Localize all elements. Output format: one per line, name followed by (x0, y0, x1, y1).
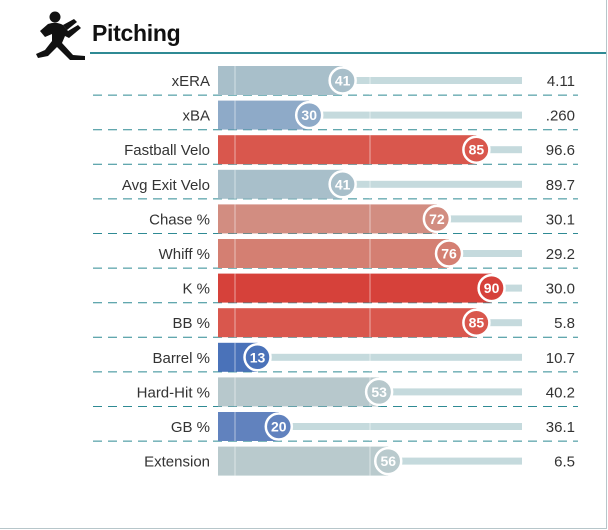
category-label: Fastball Velo (124, 142, 210, 159)
percentile-marker (294, 100, 324, 130)
stat-value: 5.8 (554, 315, 575, 332)
percentile-marker (364, 377, 394, 407)
percentile-bar (218, 239, 450, 268)
percentile-bar (218, 308, 477, 338)
category-label: xBA (182, 108, 210, 125)
percentile-marker (328, 66, 357, 95)
percentile-value: 85 (469, 142, 485, 158)
category-label: Barrel % (152, 350, 210, 367)
percentile-value: 76 (441, 246, 457, 262)
track-bar (218, 423, 522, 430)
percentile-marker (462, 135, 491, 164)
track-bar (218, 111, 522, 119)
percentile-marker (462, 308, 491, 337)
percentile-bar (218, 204, 437, 234)
stat-value: 30.1 (546, 211, 575, 228)
percentile-bar (218, 66, 343, 95)
header-rule (90, 52, 606, 54)
percentile-value: 41 (335, 73, 351, 89)
percentile-value: 53 (371, 384, 387, 400)
percentile-bar (218, 273, 492, 303)
percentile-value: 72 (429, 211, 445, 227)
category-label: xERA (172, 73, 210, 90)
percentile-marker (328, 170, 357, 199)
percentile-value: 56 (380, 453, 396, 469)
percentile-value: 90 (484, 280, 500, 296)
percentile-marker (264, 412, 294, 441)
track-bar (218, 353, 522, 361)
percentile-marker (422, 204, 452, 234)
percentile-value: 13 (250, 349, 266, 365)
category-label: Chase % (149, 211, 210, 228)
percentile-value: 20 (271, 419, 287, 435)
percentile-value: 30 (301, 107, 317, 123)
track-bar (218, 77, 522, 84)
category-label: Whiff % (159, 246, 210, 263)
section-header: Pitching (30, 8, 606, 60)
percentile-marker (477, 273, 506, 303)
stat-value: 40.2 (546, 384, 575, 401)
category-label: Avg Exit Velo (122, 177, 210, 194)
percentile-marker (434, 239, 464, 268)
category-label: K % (182, 281, 210, 298)
percentile-bar (218, 135, 477, 165)
stat-value: 10.7 (546, 350, 575, 367)
percentile-bar (218, 377, 380, 407)
category-label: GB % (171, 419, 210, 436)
percentile-marker (373, 446, 403, 476)
stat-value: 36.1 (546, 419, 575, 436)
stat-value: 29.2 (546, 246, 575, 263)
percentile-value: 85 (469, 315, 485, 331)
percentile-bar (218, 446, 389, 476)
category-label: Extension (144, 454, 210, 471)
percentile-marker (243, 343, 272, 372)
pitcher-icon (36, 11, 85, 60)
track-bar (218, 180, 522, 188)
stat-value: 89.7 (546, 177, 575, 194)
percentile-bar (218, 169, 343, 199)
stat-value: 6.5 (554, 454, 575, 471)
percentile-value: 41 (335, 176, 351, 192)
category-label: BB % (172, 315, 210, 332)
percentile-bar (218, 100, 310, 130)
stat-value: 30.0 (546, 281, 575, 298)
stat-value: 4.11 (547, 73, 575, 90)
stat-value: 96.6 (546, 142, 575, 159)
section-title: Pitching (92, 20, 181, 46)
category-label: Hard-Hit % (137, 384, 210, 401)
stat-value: .260 (546, 108, 575, 125)
